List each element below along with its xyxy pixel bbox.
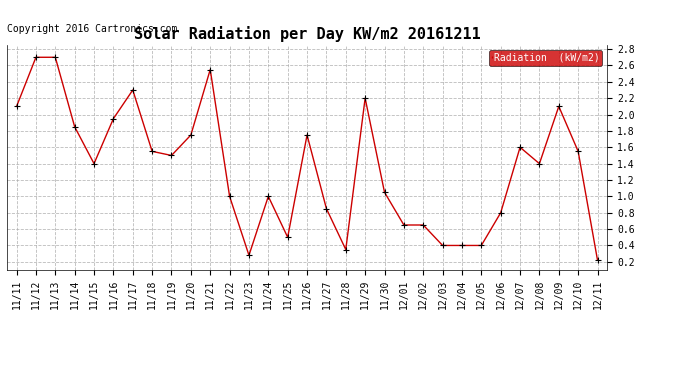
Legend: Radiation  (kW/m2): Radiation (kW/m2): [489, 50, 602, 66]
Text: Copyright 2016 Cartronics.com: Copyright 2016 Cartronics.com: [7, 24, 177, 34]
Title: Solar Radiation per Day KW/m2 20161211: Solar Radiation per Day KW/m2 20161211: [134, 27, 480, 42]
